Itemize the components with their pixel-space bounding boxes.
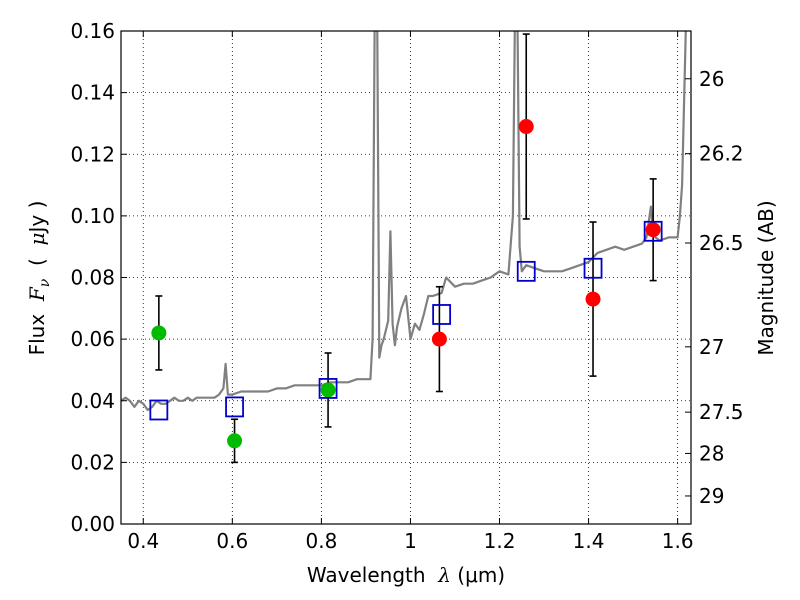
model-box bbox=[583, 257, 603, 279]
grid bbox=[121, 30, 691, 525]
green-point bbox=[320, 382, 336, 398]
y-tick-label: 0.14 bbox=[70, 81, 115, 105]
x-tick-label: 1.4 bbox=[573, 529, 605, 553]
green-point bbox=[151, 325, 167, 341]
y2-tick-label: 26 bbox=[699, 67, 724, 91]
axis-ticks: 0.4 0.6 0.8 1 1.2 1.4 1.6 0.00 0.02 0.04 0.06 0.08 0… bbox=[70, 19, 743, 553]
y2-tick-label: 26.2 bbox=[699, 142, 744, 166]
x-tick-label: 0.4 bbox=[127, 529, 159, 553]
plot-area bbox=[121, 31, 687, 464]
y-tick-label: 0.04 bbox=[70, 389, 115, 413]
y2-tick-label: 27 bbox=[699, 335, 724, 359]
x-tick-label: 1 bbox=[404, 529, 417, 553]
y2-tick-label: 28 bbox=[699, 441, 724, 465]
y-tick-label: 0.08 bbox=[70, 266, 115, 290]
x-tick-label: 1.6 bbox=[662, 529, 694, 553]
y-tick-label: 0.12 bbox=[70, 142, 115, 166]
x-tick-label: 0.8 bbox=[305, 529, 337, 553]
y-tick-label: 0.10 bbox=[70, 204, 115, 228]
green-point bbox=[227, 433, 243, 449]
y-tick-label: 0.00 bbox=[70, 512, 115, 536]
red-point bbox=[518, 119, 534, 135]
red-point bbox=[431, 331, 447, 347]
model-box bbox=[643, 220, 663, 242]
model-box bbox=[432, 304, 452, 325]
y2-tick-label: 26.5 bbox=[699, 231, 744, 255]
y2-axis-label: Magnitude (AB) bbox=[754, 200, 778, 355]
red-point bbox=[645, 222, 661, 238]
model-box bbox=[516, 260, 536, 282]
y-tick-label: 0.02 bbox=[70, 450, 115, 474]
y-axis-label: Flux Fν ( μJy ) bbox=[25, 201, 53, 356]
y-tick-label: 0.06 bbox=[70, 327, 115, 351]
x-tick-label: 0.6 bbox=[216, 529, 248, 553]
model-box bbox=[149, 399, 169, 421]
model-box bbox=[318, 378, 338, 399]
x-axis-label: Wavelength λ (μm) bbox=[307, 563, 505, 587]
y2-tick-label: 29 bbox=[699, 484, 724, 508]
red-point bbox=[585, 291, 601, 307]
x-tick-label: 1.2 bbox=[484, 529, 516, 553]
y-tick-label: 0.16 bbox=[70, 19, 115, 43]
model-spectrum-line bbox=[121, 31, 687, 412]
model-box bbox=[225, 396, 244, 418]
y2-tick-label: 27.5 bbox=[699, 400, 744, 424]
